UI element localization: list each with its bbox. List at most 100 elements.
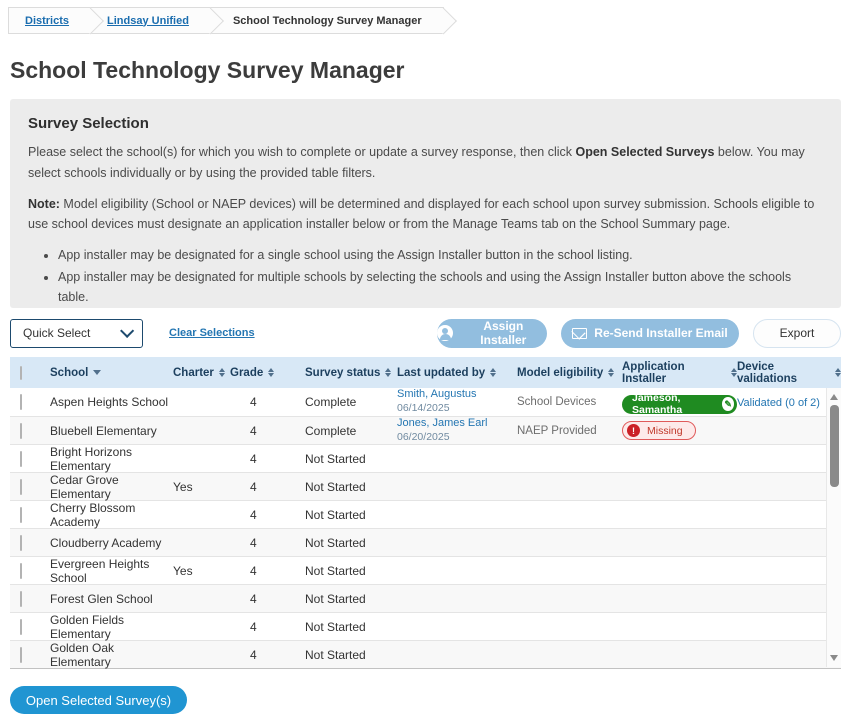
cell-last-updated: Smith, Augustus 06/14/2025: [397, 388, 517, 416]
table-body: Aspen Heights School 4 Complete Smith, A…: [10, 388, 841, 669]
schools-table: School Charter Grade Survey status Last …: [10, 357, 841, 669]
pencil-icon: ✎: [722, 397, 734, 412]
row-checkbox[interactable]: [20, 507, 22, 523]
installer-name: Jameson, Samantha: [632, 392, 683, 417]
quick-select-dropdown[interactable]: Quick Select: [10, 318, 143, 348]
resend-installer-email-button[interactable]: Re-Send Installer Email: [561, 318, 739, 348]
breadcrumb-link-districts[interactable]: Districts: [25, 14, 70, 27]
table-row: Cedar Grove Elementary Yes 4 Not Started: [10, 472, 841, 501]
cell-grade: 4: [250, 423, 257, 438]
cell-installer: Jameson, Samantha ✎: [622, 390, 737, 417]
breadcrumb: Districts Lindsay Unified School Technol…: [8, 7, 444, 34]
table-row: Cloudberry Academy 4 Not Started: [10, 528, 841, 556]
panel-intro-bold: Open Selected Surveys: [575, 145, 715, 160]
breadcrumb-item-current: School Technology Survey Manager: [210, 7, 444, 34]
panel-intro-post: below. You may select schools individual…: [28, 145, 805, 180]
envelope-icon: [572, 327, 588, 339]
assign-installer-button[interactable]: Assign Installer: [437, 318, 547, 348]
cell-grade: 4: [250, 395, 257, 409]
cell-status: Not Started: [305, 564, 366, 578]
sort-updown-icon: [608, 367, 615, 378]
header-school[interactable]: School: [50, 367, 173, 379]
assign-installer-label: Assign Installer: [480, 319, 527, 347]
panel-note-label: Note:: [28, 196, 60, 211]
toolbar-buttons: Assign Installer Re-Send Installer Email…: [437, 318, 841, 348]
chevron-down-icon: [120, 323, 135, 338]
row-checkbox[interactable]: [20, 451, 22, 467]
row-checkbox[interactable]: [20, 647, 22, 663]
header-grade[interactable]: Grade: [230, 367, 305, 379]
cell-school: Cedar Grove Elementary: [50, 473, 119, 501]
row-checkbox[interactable]: [20, 590, 22, 607]
breadcrumb-link-district-name[interactable]: Lindsay Unified: [107, 14, 189, 27]
cell-model-eligibility: School Devices: [517, 396, 597, 408]
panel-note: Note: Model eligibility (School or NAEP …: [28, 194, 823, 235]
cell-status: Not Started: [305, 591, 366, 606]
header-last-updated-by[interactable]: Last updated by: [397, 367, 517, 379]
cell-charter: Yes: [173, 480, 193, 494]
cell-status: Complete: [305, 423, 357, 438]
panel-intro-pre: Please select the school(s) for which yo…: [28, 145, 576, 160]
cell-status: Not Started: [305, 452, 366, 466]
cell-grade: 4: [250, 452, 257, 466]
validations-link[interactable]: Validated (0 of 2): [737, 397, 820, 409]
panel-bullet-2: App installer may be designated for mult…: [58, 267, 823, 308]
quick-select-label: Quick Select: [23, 326, 91, 340]
breadcrumb-item-districts[interactable]: Districts: [8, 7, 92, 34]
updated-date: 06/20/2025: [397, 430, 450, 443]
table-row: Golden Fields Elementary 4 Not Started: [10, 612, 841, 641]
table-row: Cherry Blossom Academy 4 Not Started: [10, 500, 841, 529]
row-checkbox[interactable]: [20, 479, 22, 495]
cell-school: Bluebell Elementary: [50, 423, 157, 438]
survey-selection-panel: Survey Selection Please select the schoo…: [10, 99, 841, 308]
export-button[interactable]: Export: [753, 318, 841, 348]
table-row: Bright Horizons Elementary 4 Not Started: [10, 444, 841, 473]
clear-selections-link[interactable]: Clear Selections: [169, 327, 255, 339]
cell-model-eligibility: NAEP Provided: [517, 424, 597, 437]
select-all-checkbox[interactable]: [20, 365, 22, 380]
cell-grade: 4: [250, 591, 257, 606]
scrollbar-thumb[interactable]: [830, 405, 839, 487]
row-checkbox[interactable]: [20, 394, 22, 410]
table-row: Golden Oak Elementary 4 Not Started: [10, 640, 841, 669]
header-application-installer[interactable]: Application Installer: [622, 361, 737, 385]
sort-updown-icon: [218, 367, 225, 378]
cell-status: Not Started: [305, 620, 366, 634]
row-checkbox[interactable]: [20, 563, 22, 579]
open-selected-surveys-button[interactable]: Open Selected Survey(s): [10, 686, 187, 714]
row-checkbox[interactable]: [20, 619, 22, 635]
updated-date: 06/14/2025: [397, 402, 450, 414]
cell-school: Golden Fields Elementary: [50, 613, 125, 641]
panel-intro: Please select the school(s) for which yo…: [28, 142, 823, 183]
row-checkbox[interactable]: [20, 534, 22, 551]
cell-status: Not Started: [305, 535, 366, 550]
cell-status: Complete: [305, 395, 357, 409]
updated-by-link[interactable]: Jones, James Earl: [397, 417, 488, 429]
cell-validations: Validated (0 of 2): [737, 395, 841, 409]
installer-pill[interactable]: Jameson, Samantha ✎: [622, 392, 737, 417]
table-row: Evergreen Heights School Yes 4 Not Start…: [10, 556, 841, 585]
cell-grade: 4: [250, 620, 257, 634]
cell-last-updated: Jones, James Earl 06/20/2025: [397, 417, 517, 445]
cell-status: Not Started: [305, 648, 366, 662]
updated-by-link[interactable]: Smith, Augustus: [397, 388, 477, 401]
panel-bullet-list: App installer may be designated for a si…: [58, 245, 823, 307]
scroll-up-icon[interactable]: [830, 394, 838, 400]
cell-status: Not Started: [305, 508, 366, 522]
page-title: School Technology Survey Manager: [10, 57, 405, 83]
scroll-down-icon[interactable]: [830, 655, 838, 661]
header-checkbox-cell: [10, 365, 50, 380]
cell-grade: 4: [250, 564, 257, 578]
header-device-validations[interactable]: Device validations: [737, 361, 841, 385]
missing-label: Missing: [647, 424, 683, 437]
table-row: Aspen Heights School 4 Complete Smith, A…: [10, 388, 841, 416]
exclamation-icon: !: [627, 424, 640, 438]
table-toolbar: Quick Select Clear Selections Assign Ins…: [10, 318, 841, 348]
cell-grade: 4: [250, 648, 257, 662]
header-charter[interactable]: Charter: [173, 367, 230, 379]
breadcrumb-item-district-name[interactable]: Lindsay Unified: [91, 7, 211, 34]
header-model-eligibility[interactable]: Model eligibility: [517, 367, 622, 379]
header-survey-status[interactable]: Survey status: [305, 367, 397, 379]
cell-status: Not Started: [305, 480, 366, 494]
row-checkbox[interactable]: [20, 422, 22, 439]
